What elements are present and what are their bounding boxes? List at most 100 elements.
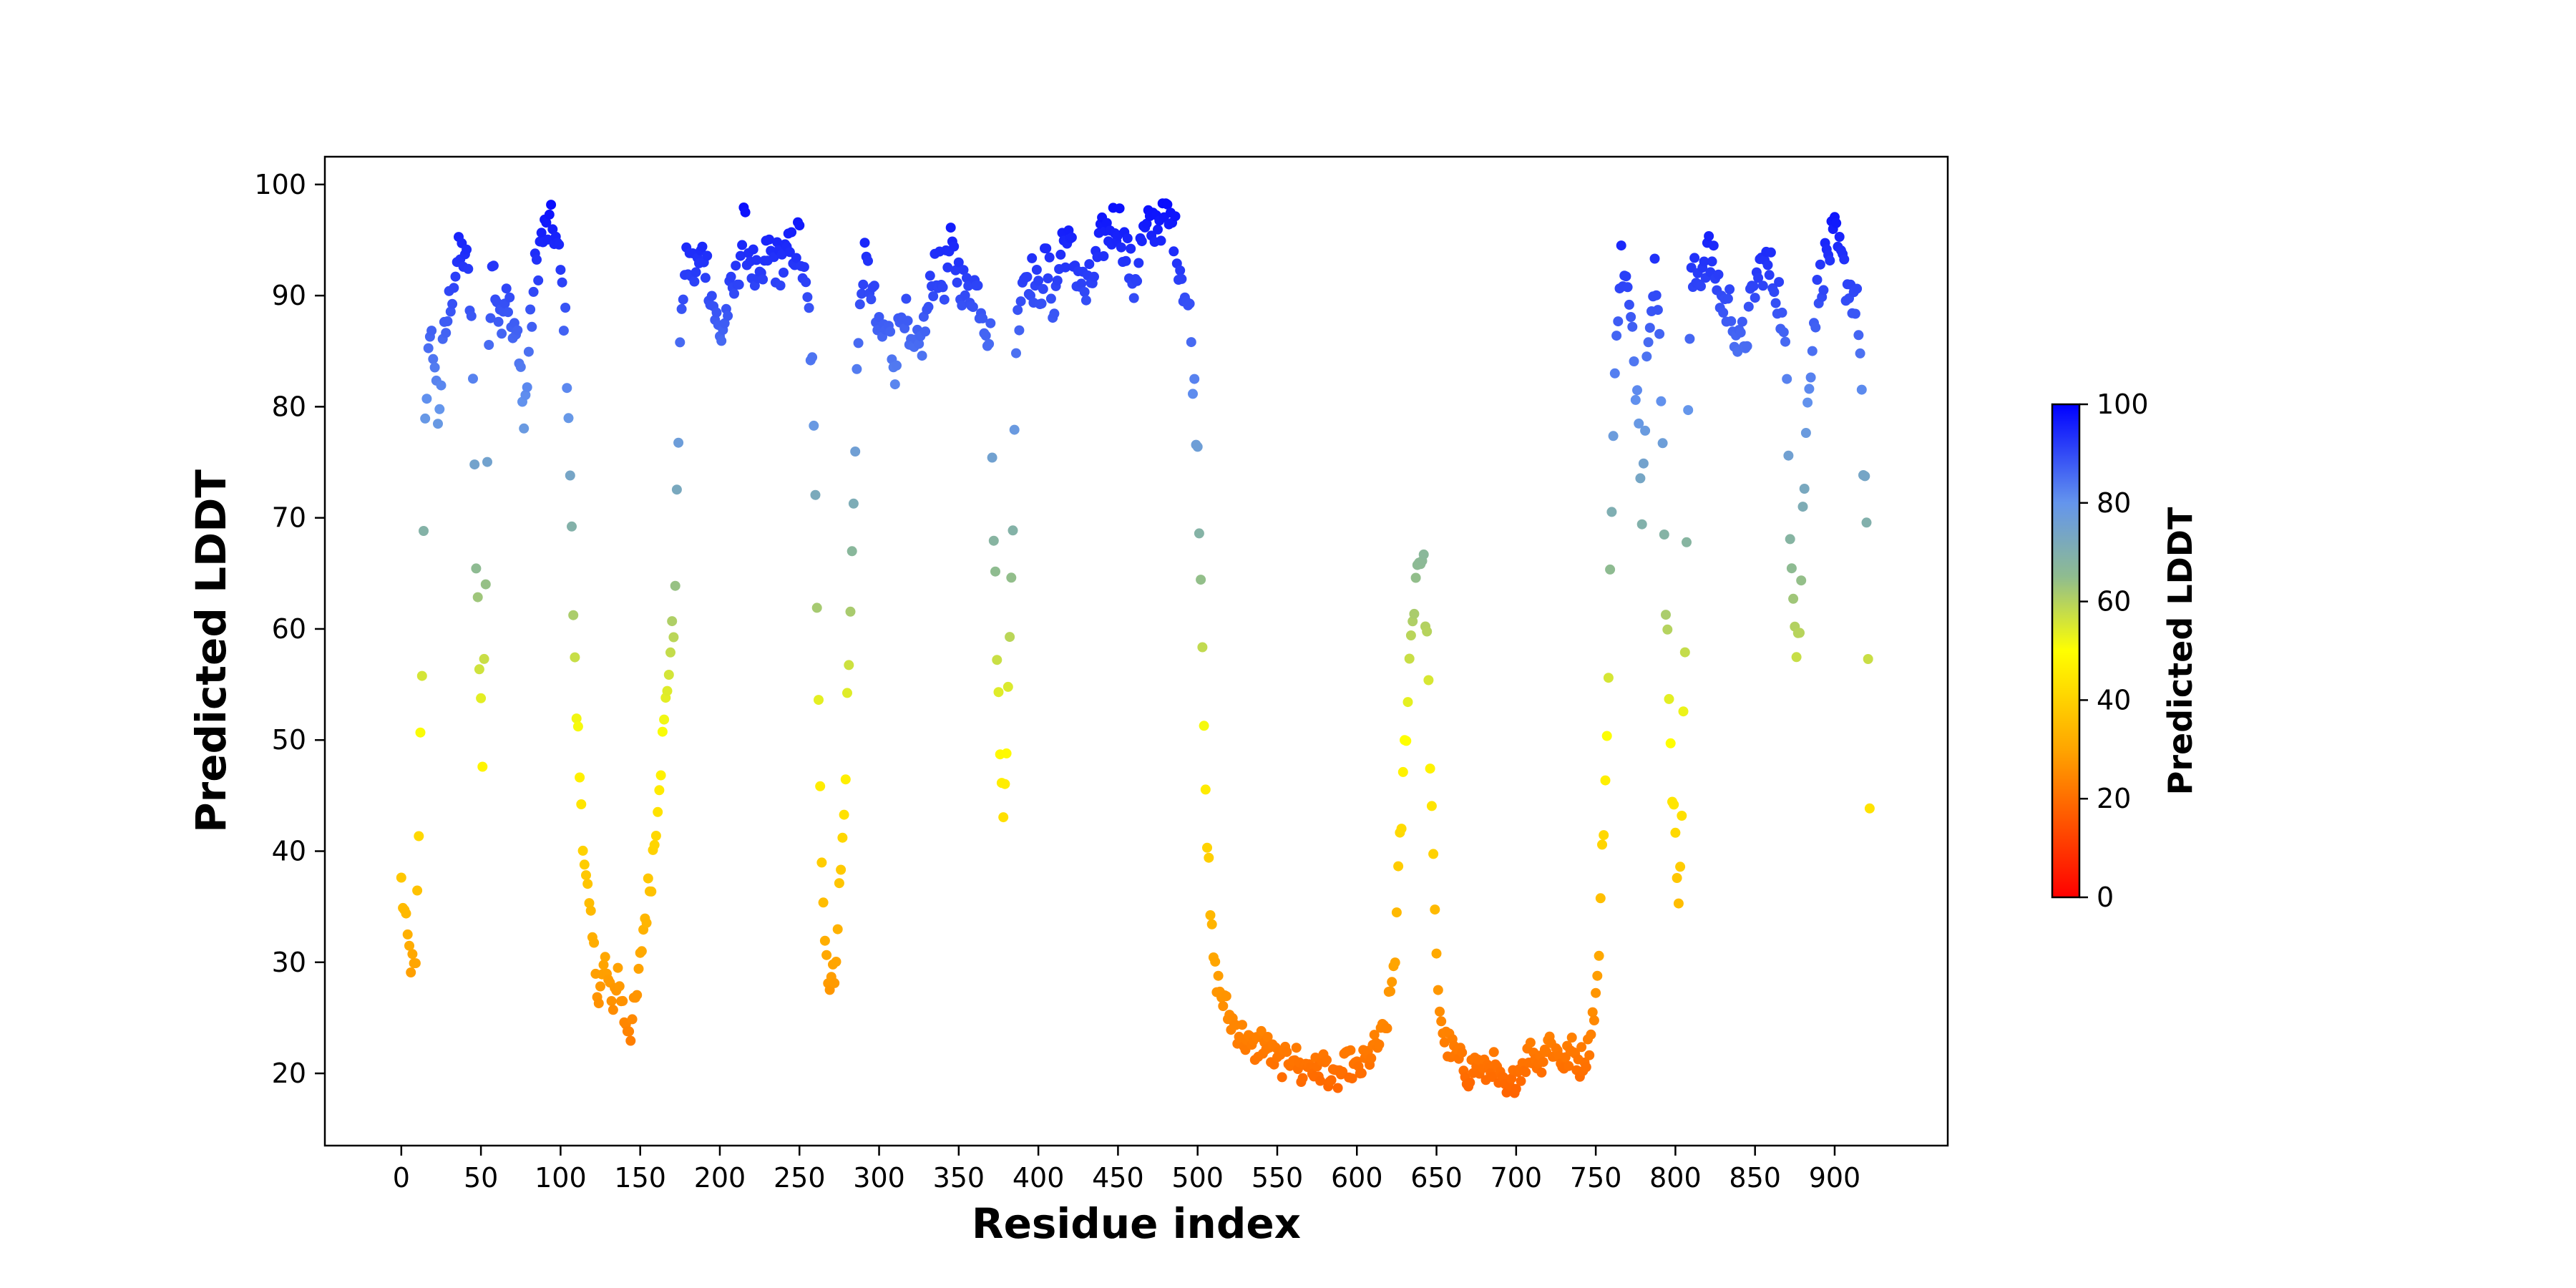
residue-point bbox=[928, 291, 939, 301]
x-tick-label: 500 bbox=[1171, 1162, 1224, 1194]
residue-point bbox=[831, 957, 841, 967]
residue-point bbox=[1802, 397, 1813, 408]
residue-point bbox=[1581, 1062, 1591, 1073]
residue-point bbox=[963, 280, 974, 291]
x-tick-label: 450 bbox=[1092, 1162, 1144, 1194]
residue-point bbox=[1589, 1015, 1599, 1025]
residue-point bbox=[1391, 907, 1402, 918]
residue-point bbox=[1735, 327, 1746, 338]
residue-point bbox=[667, 616, 678, 627]
residue-point bbox=[1682, 537, 1692, 547]
residue-point bbox=[1783, 450, 1794, 461]
residue-point bbox=[1382, 1023, 1392, 1034]
residue-point bbox=[1404, 653, 1415, 664]
residue-point bbox=[503, 307, 513, 318]
residue-point bbox=[1066, 232, 1077, 243]
residue-point bbox=[1601, 731, 1612, 741]
residue-point bbox=[1396, 824, 1407, 834]
residue-point bbox=[786, 227, 797, 238]
residue-point bbox=[488, 260, 499, 271]
residue-point bbox=[1807, 346, 1818, 356]
residue-point bbox=[1788, 593, 1799, 604]
residue-point bbox=[850, 447, 861, 457]
residue-point bbox=[858, 279, 869, 290]
residue-point bbox=[657, 726, 668, 737]
residue-point bbox=[1390, 957, 1400, 968]
residue-point bbox=[1662, 624, 1673, 635]
residue-point bbox=[1431, 948, 1442, 959]
residue-point bbox=[1600, 775, 1611, 786]
residue-point bbox=[560, 303, 571, 313]
residue-point bbox=[1192, 441, 1203, 452]
residue-point bbox=[1699, 256, 1709, 267]
residue-point bbox=[799, 262, 809, 273]
residue-point bbox=[1194, 528, 1204, 539]
residue-point bbox=[1204, 852, 1214, 863]
residue-point bbox=[1153, 224, 1163, 235]
residue-point bbox=[1425, 763, 1435, 774]
residue-point bbox=[1141, 218, 1152, 229]
residue-point bbox=[1002, 681, 1013, 692]
residue-point bbox=[1345, 1045, 1356, 1055]
x-axis-title: Residue index bbox=[972, 1199, 1301, 1248]
residue-point bbox=[407, 949, 418, 960]
residue-point bbox=[1122, 233, 1133, 244]
plot-background bbox=[325, 157, 1948, 1146]
residue-point bbox=[716, 336, 727, 346]
residue-point bbox=[1511, 1083, 1521, 1094]
residue-point bbox=[662, 686, 673, 696]
residue-point bbox=[1031, 265, 1042, 275]
residue-point bbox=[420, 413, 431, 424]
residue-point bbox=[428, 353, 439, 364]
residue-point bbox=[482, 457, 492, 467]
residue-point bbox=[953, 257, 964, 268]
residue-point bbox=[568, 610, 579, 620]
residue-point bbox=[845, 606, 856, 617]
residue-point bbox=[1060, 262, 1070, 273]
residue-point bbox=[748, 244, 758, 255]
residue-point bbox=[735, 250, 746, 261]
residue-point bbox=[479, 653, 489, 664]
colorbar-gradient bbox=[2051, 403, 2081, 899]
residue-point bbox=[1176, 273, 1187, 284]
residue-point bbox=[1659, 530, 1669, 540]
residue-point bbox=[992, 655, 1002, 665]
residue-point bbox=[801, 277, 811, 288]
y-tick-label: 100 bbox=[254, 169, 306, 200]
residue-point bbox=[485, 313, 496, 323]
residue-point bbox=[1337, 1066, 1348, 1077]
residue-point bbox=[442, 316, 453, 326]
residue-point bbox=[1121, 255, 1131, 266]
residue-point bbox=[585, 905, 596, 916]
residue-point bbox=[449, 283, 459, 293]
residue-point bbox=[497, 328, 507, 339]
residue-point bbox=[595, 981, 605, 992]
x-tick-label: 250 bbox=[774, 1162, 826, 1194]
residue-point bbox=[562, 383, 572, 394]
residue-point bbox=[791, 253, 801, 263]
residue-point bbox=[1626, 312, 1636, 322]
residue-point bbox=[1831, 218, 1842, 228]
residue-point bbox=[558, 326, 569, 336]
residue-point bbox=[967, 302, 978, 312]
residue-point bbox=[406, 967, 416, 977]
residue-point bbox=[1433, 985, 1443, 995]
residue-point bbox=[1326, 1075, 1337, 1085]
residue-point bbox=[567, 521, 577, 532]
residue-point bbox=[1033, 275, 1044, 286]
residue-point bbox=[1098, 251, 1109, 261]
residue-point bbox=[885, 326, 896, 337]
residue-point bbox=[1409, 608, 1420, 619]
residue-point bbox=[1188, 389, 1198, 399]
residue-point bbox=[1708, 240, 1719, 251]
x-tick-label: 850 bbox=[1729, 1162, 1781, 1194]
residue-point bbox=[1536, 1067, 1547, 1078]
residue-point bbox=[1640, 425, 1651, 436]
y-tick-label: 60 bbox=[272, 613, 306, 645]
residue-point bbox=[1804, 384, 1815, 394]
residue-point bbox=[636, 946, 647, 957]
residue-point bbox=[1818, 285, 1829, 296]
residue-point bbox=[671, 484, 682, 495]
residue-point bbox=[857, 288, 867, 299]
residue-point bbox=[1757, 280, 1768, 291]
